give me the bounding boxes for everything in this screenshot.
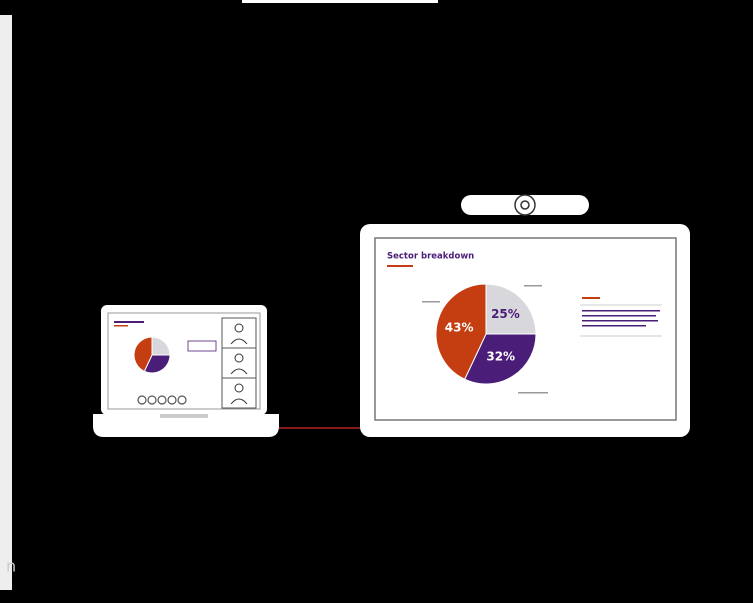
slice-label: 25% <box>491 307 520 321</box>
subtitle-line <box>387 265 413 267</box>
laptop <box>93 305 279 437</box>
illustration: n Sector breakdown <box>0 0 753 603</box>
top-bar <box>242 0 438 3</box>
laptop-notch <box>160 414 208 418</box>
pie: 25% 32% 43% <box>436 284 536 384</box>
slice-label: 32% <box>486 350 515 364</box>
left-strip <box>0 15 12 590</box>
mini-title <box>114 321 144 323</box>
chart-title: Sector breakdown <box>387 252 474 262</box>
camera-lens <box>515 195 535 215</box>
mini-pie <box>134 337 170 373</box>
footer-fragment: n <box>6 557 16 576</box>
mini-subtitle <box>114 325 128 327</box>
slice-label: 43% <box>445 321 474 335</box>
page: {"chart_data": {"type": "pie", "title": … <box>0 0 753 603</box>
